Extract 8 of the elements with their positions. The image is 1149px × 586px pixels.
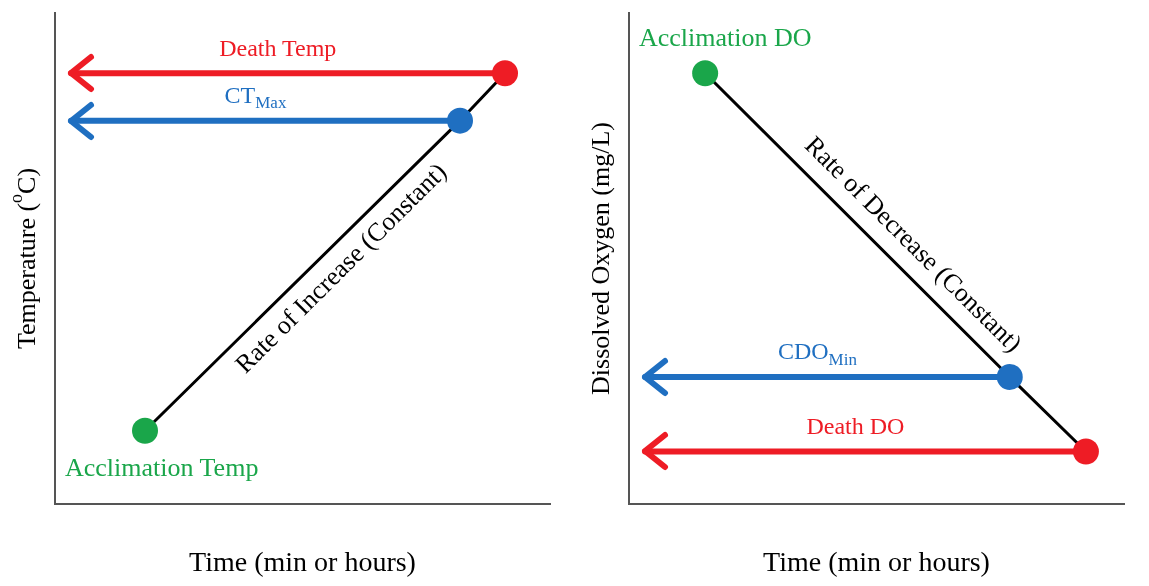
annotation: Acclimation Temp: [65, 452, 259, 482]
ref-line-label: Death DO: [806, 412, 905, 439]
ref-line-label: Death Temp: [219, 34, 337, 61]
text: Acclimation DO: [639, 23, 812, 53]
y-axis-title: Dissolved Oxygen (mg/L): [585, 122, 615, 395]
x-axis-title: Time (min or hours): [763, 546, 990, 578]
y-axis-title: Temperature (oC): [6, 167, 41, 350]
x-axis-title: Time (min or hours): [189, 546, 416, 578]
